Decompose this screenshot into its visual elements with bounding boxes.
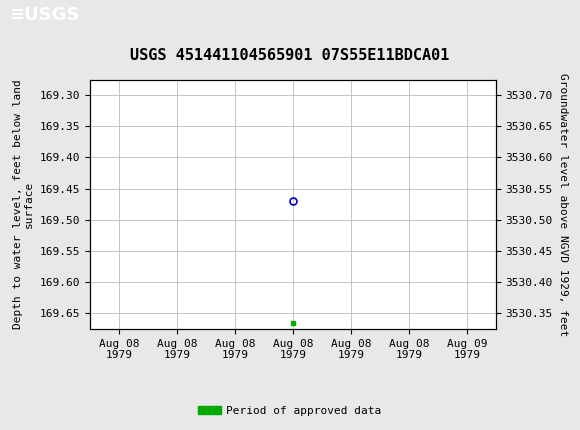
Text: USGS 451441104565901 07S55E11BDCA01: USGS 451441104565901 07S55E11BDCA01	[130, 49, 450, 63]
Y-axis label: Depth to water level, feet below land
surface: Depth to water level, feet below land su…	[13, 80, 34, 329]
Text: ≡USGS: ≡USGS	[9, 6, 79, 25]
Y-axis label: Groundwater level above NGVD 1929, feet: Groundwater level above NGVD 1929, feet	[559, 73, 568, 336]
Legend: Period of approved data: Period of approved data	[194, 401, 386, 420]
